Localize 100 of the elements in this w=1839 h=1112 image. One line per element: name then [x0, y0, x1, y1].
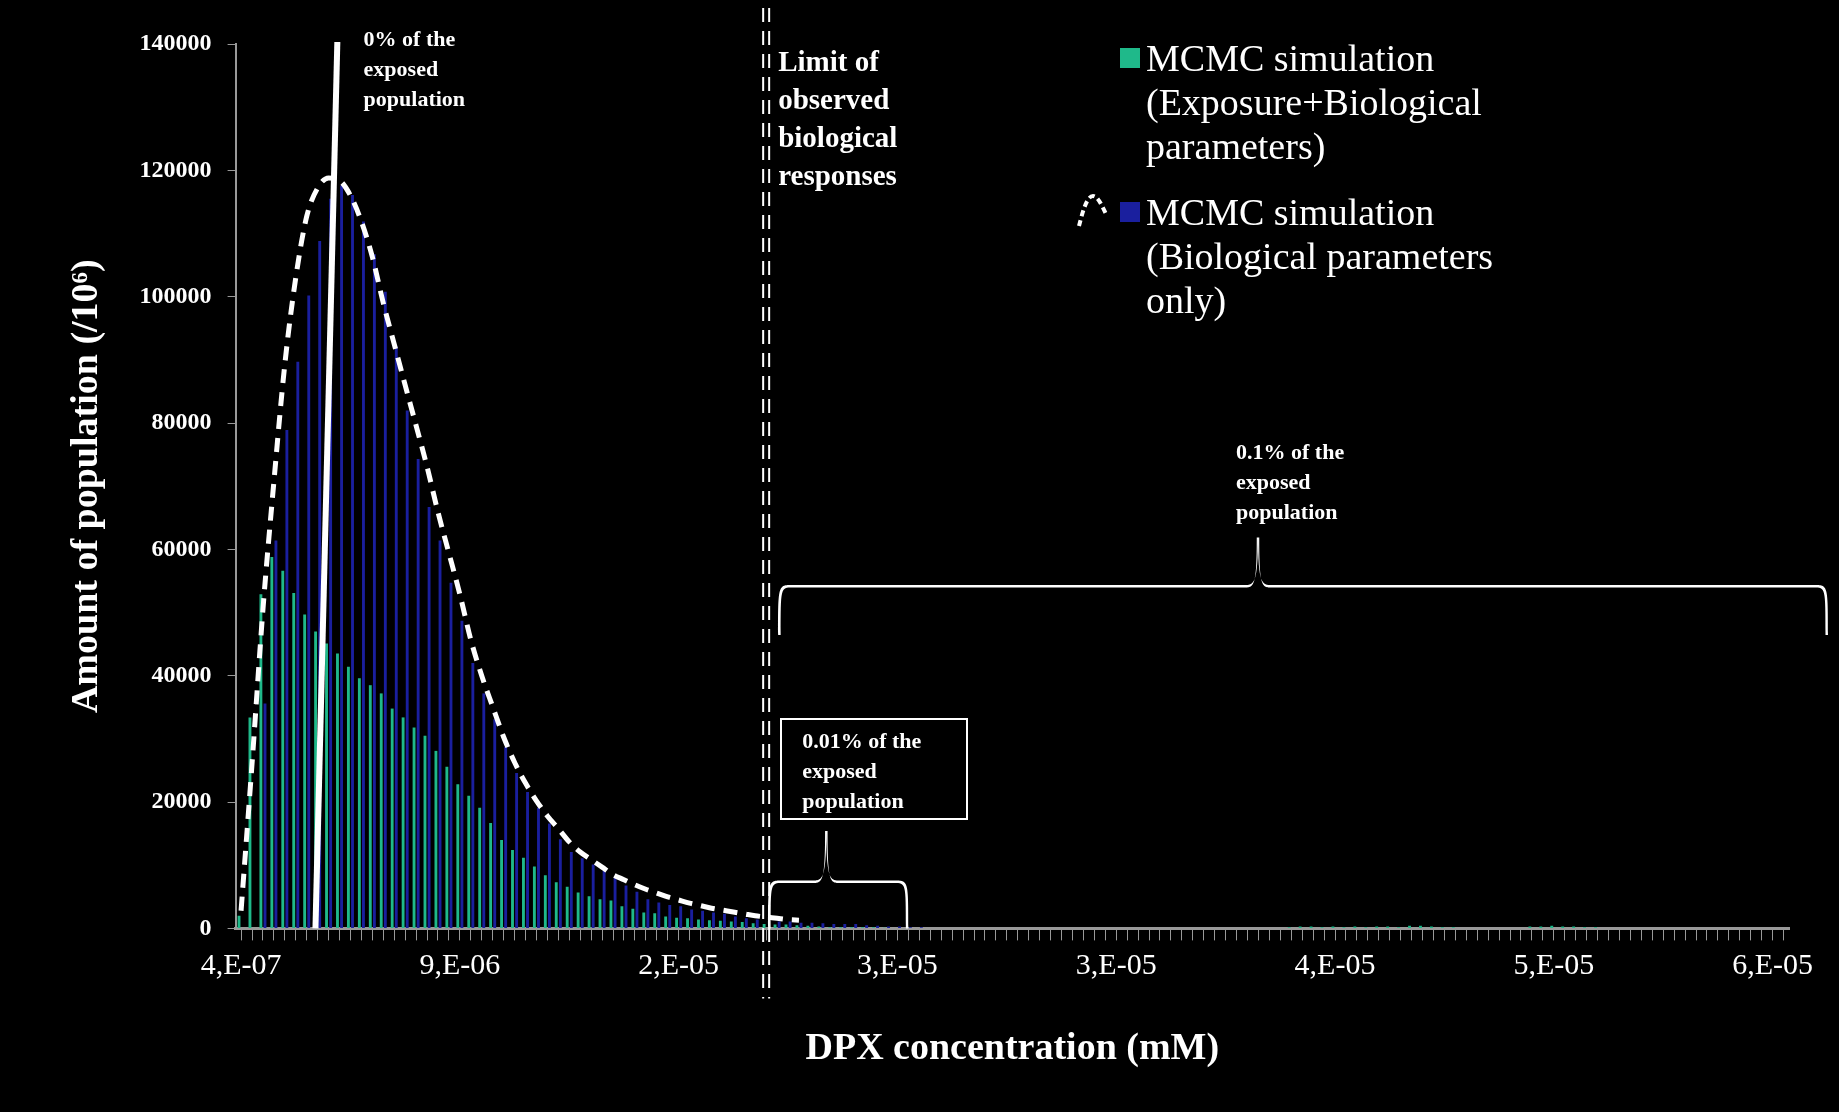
y-tick-label: 120000 [139, 155, 212, 182]
bar [569, 851, 573, 928]
bar [307, 295, 311, 928]
bar [1419, 925, 1422, 928]
bar [1550, 925, 1554, 928]
bar [390, 708, 394, 928]
bar [379, 693, 383, 928]
bar [653, 913, 657, 928]
bar [646, 899, 650, 928]
bar [489, 822, 493, 928]
bar [591, 864, 595, 928]
bar [723, 913, 726, 928]
bar [292, 592, 296, 928]
bar [565, 886, 569, 928]
bar [697, 919, 700, 928]
bar [526, 791, 529, 928]
bar [576, 892, 580, 928]
bar [620, 906, 624, 928]
bar [504, 747, 508, 928]
bar [351, 194, 354, 928]
bar [303, 614, 307, 928]
bar [456, 784, 460, 928]
bar [416, 459, 420, 928]
bar [405, 410, 409, 928]
annotation: 0% of the exposed population [363, 25, 467, 113]
bar [602, 870, 606, 928]
bar [686, 918, 689, 928]
bar [296, 361, 300, 928]
x-tick-label: 4,E-07 [200, 947, 282, 981]
bar [740, 922, 744, 928]
x-tick-label: 2,E-05 [638, 947, 720, 981]
y-tick-label: 60000 [151, 534, 212, 561]
bar [281, 570, 285, 928]
y-axis-title: Amount of population (/10⁶) [62, 259, 106, 714]
y-tick-label: 0 [199, 913, 212, 940]
bar [795, 925, 799, 928]
y-tick-label: 100000 [139, 281, 212, 308]
bar [346, 666, 350, 928]
bar [806, 925, 810, 928]
y-tick-label: 40000 [151, 660, 212, 687]
bar [587, 896, 591, 928]
bar [325, 643, 328, 928]
y-tick-label: 20000 [151, 787, 212, 814]
bar [543, 875, 547, 928]
bar [340, 185, 344, 928]
bar [1408, 925, 1411, 928]
bar [467, 795, 471, 928]
bar [558, 839, 562, 928]
bar [832, 923, 836, 928]
bar [357, 678, 361, 928]
bar [707, 920, 711, 928]
bar [701, 910, 705, 928]
bar [522, 857, 525, 928]
bar [876, 925, 880, 928]
bar [493, 719, 497, 928]
bar [537, 807, 540, 928]
bar [401, 717, 405, 928]
bar [733, 916, 737, 928]
bar [515, 773, 519, 928]
bar [729, 921, 733, 928]
bar [554, 882, 558, 928]
bar [383, 291, 387, 928]
bar [642, 912, 646, 928]
y-tick-label: 140000 [139, 29, 212, 56]
bar [762, 923, 766, 928]
bar [718, 920, 722, 928]
bar [821, 923, 825, 928]
bar [751, 923, 755, 928]
bar [362, 221, 365, 928]
bar [712, 912, 715, 928]
bar [690, 909, 694, 928]
x-tick-label: 6,E-05 [1732, 947, 1813, 981]
x-tick-label: 4,E-05 [1294, 947, 1376, 981]
bar [580, 858, 584, 928]
bar [427, 507, 431, 928]
bar [777, 921, 781, 928]
bar [668, 905, 672, 928]
bar [368, 685, 372, 928]
bar [511, 850, 514, 928]
bar [460, 620, 464, 928]
bar [532, 866, 536, 928]
legend-label: MCMC simulation (Biological parameters only) [1146, 191, 1494, 321]
bar [478, 807, 482, 928]
bar [755, 919, 759, 928]
x-tick-label: 3,E-05 [1075, 947, 1157, 981]
bar [500, 839, 503, 928]
bar [445, 766, 449, 928]
bar [394, 346, 398, 928]
bar [547, 823, 551, 928]
bar [372, 254, 376, 928]
x-tick-label: 9,E-06 [419, 947, 501, 981]
legend-label: MCMC simulation (Exposure+Biological parameters) [1146, 37, 1482, 167]
x-axis-title: DPX concentration (mM) [805, 1025, 1220, 1069]
bar [336, 653, 339, 928]
bar [434, 750, 438, 928]
bar [788, 921, 792, 928]
bar [843, 923, 847, 928]
bar [482, 693, 486, 928]
bar [679, 906, 683, 928]
y-tick-label: 80000 [151, 408, 212, 435]
